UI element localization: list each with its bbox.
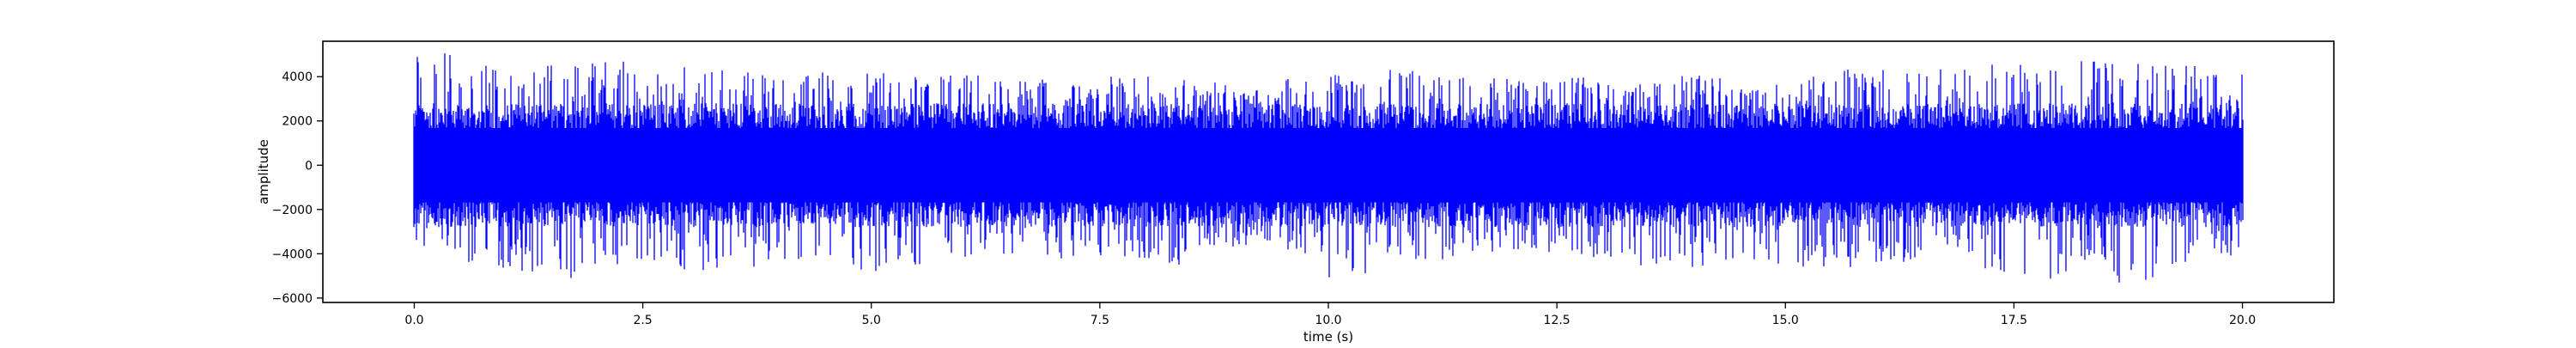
- x-tick-label: 20.0: [2229, 314, 2256, 327]
- x-axis: 0.0 2.5 5.0 7.5 10.0 12.5 15.0 17.5 20.0: [404, 302, 2256, 327]
- x-tick-label: 17.5: [2001, 314, 2027, 327]
- y-axis: 4000 2000 0 −2000 −4000 −6000: [272, 70, 323, 306]
- y-tick-label: −4000: [272, 247, 313, 261]
- y-tick-label: 2000: [282, 115, 313, 129]
- x-tick-label: 2.5: [633, 314, 652, 327]
- plot-area: [413, 53, 2244, 283]
- x-tick-label: 7.5: [1091, 314, 1109, 327]
- y-tick-label: 4000: [282, 70, 313, 84]
- y-tick-label: 0: [305, 159, 313, 173]
- x-axis-label: time (s): [1303, 329, 1353, 344]
- y-tick-label: −6000: [272, 292, 313, 306]
- y-tick-label: −2000: [272, 204, 313, 217]
- x-tick-label: 12.5: [1544, 314, 1571, 327]
- x-tick-label: 15.0: [1772, 314, 1799, 327]
- y-axis-label: amplitude: [256, 139, 271, 205]
- waveform-core-band: [414, 127, 2243, 203]
- x-tick-label: 10.0: [1315, 314, 1341, 327]
- x-tick-label: 5.0: [862, 314, 881, 327]
- x-tick-label: 0.0: [404, 314, 423, 327]
